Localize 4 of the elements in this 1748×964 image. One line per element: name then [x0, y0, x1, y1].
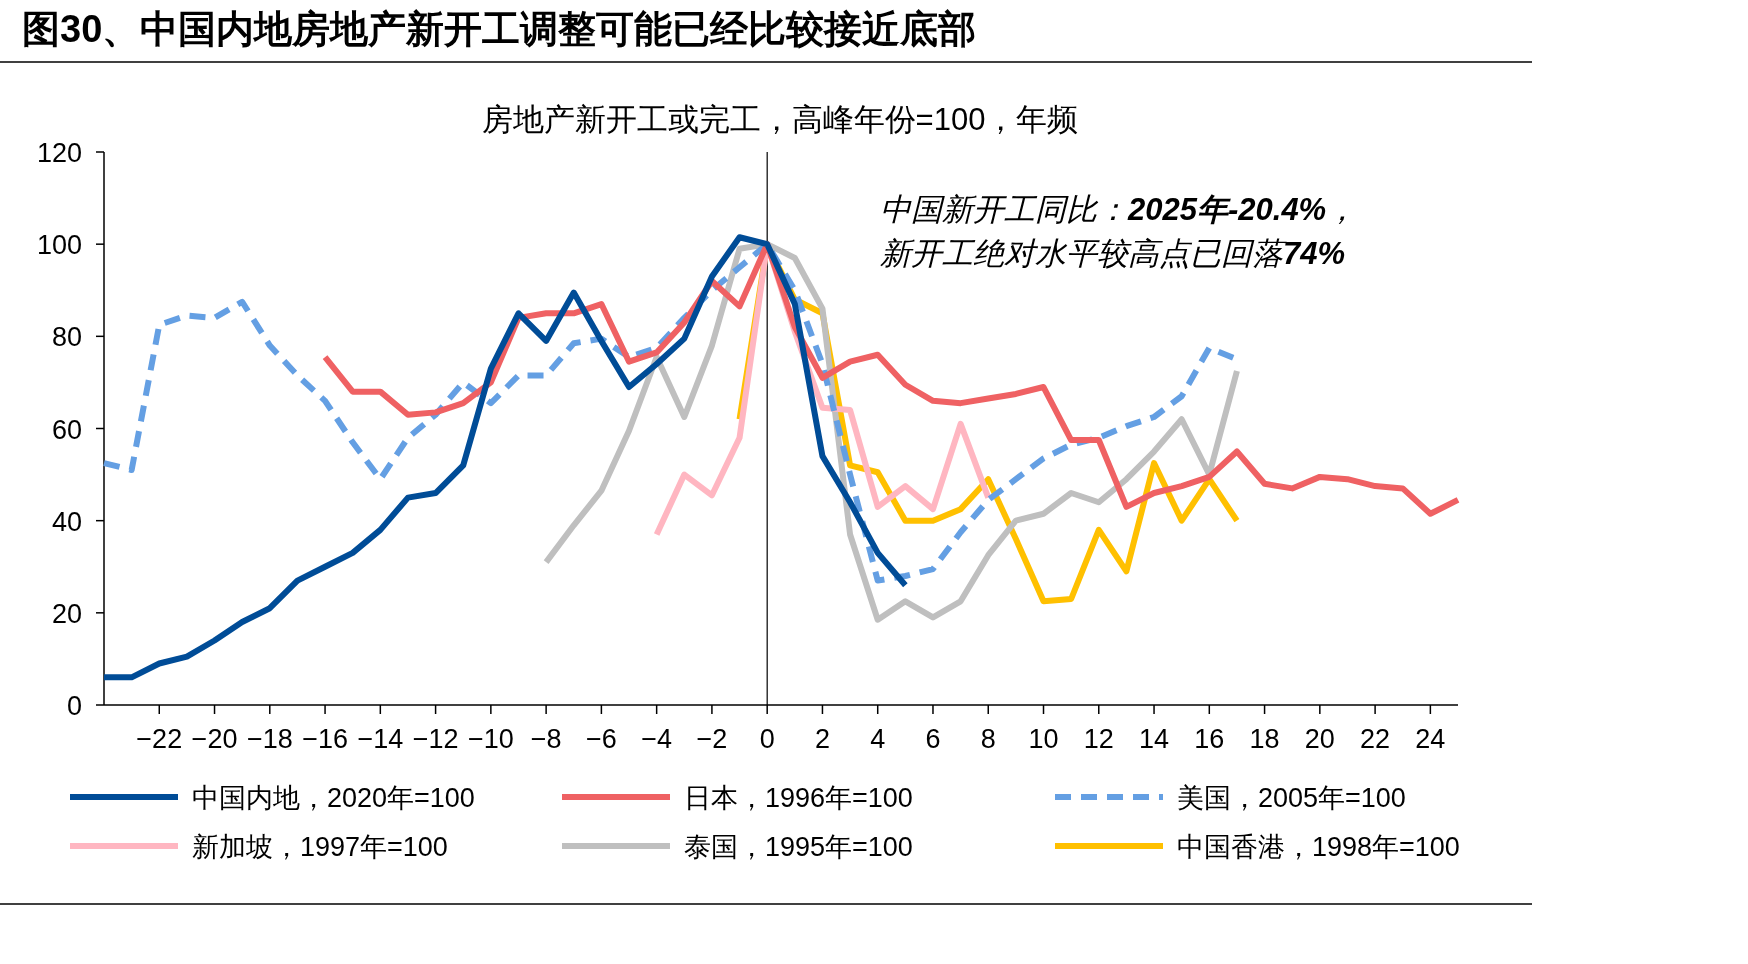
annotation: 新开工绝对水平较高点已回落74% [880, 236, 1346, 271]
subtitle: 房地产新开工或完工，高峰年份=100，年频 [481, 102, 1079, 137]
title: 图30、中国内地房地产新开工调整可能已经比较接近底部 [22, 8, 977, 50]
annotation: 中国新开工同比：2025年-20.4%， [880, 192, 1358, 227]
